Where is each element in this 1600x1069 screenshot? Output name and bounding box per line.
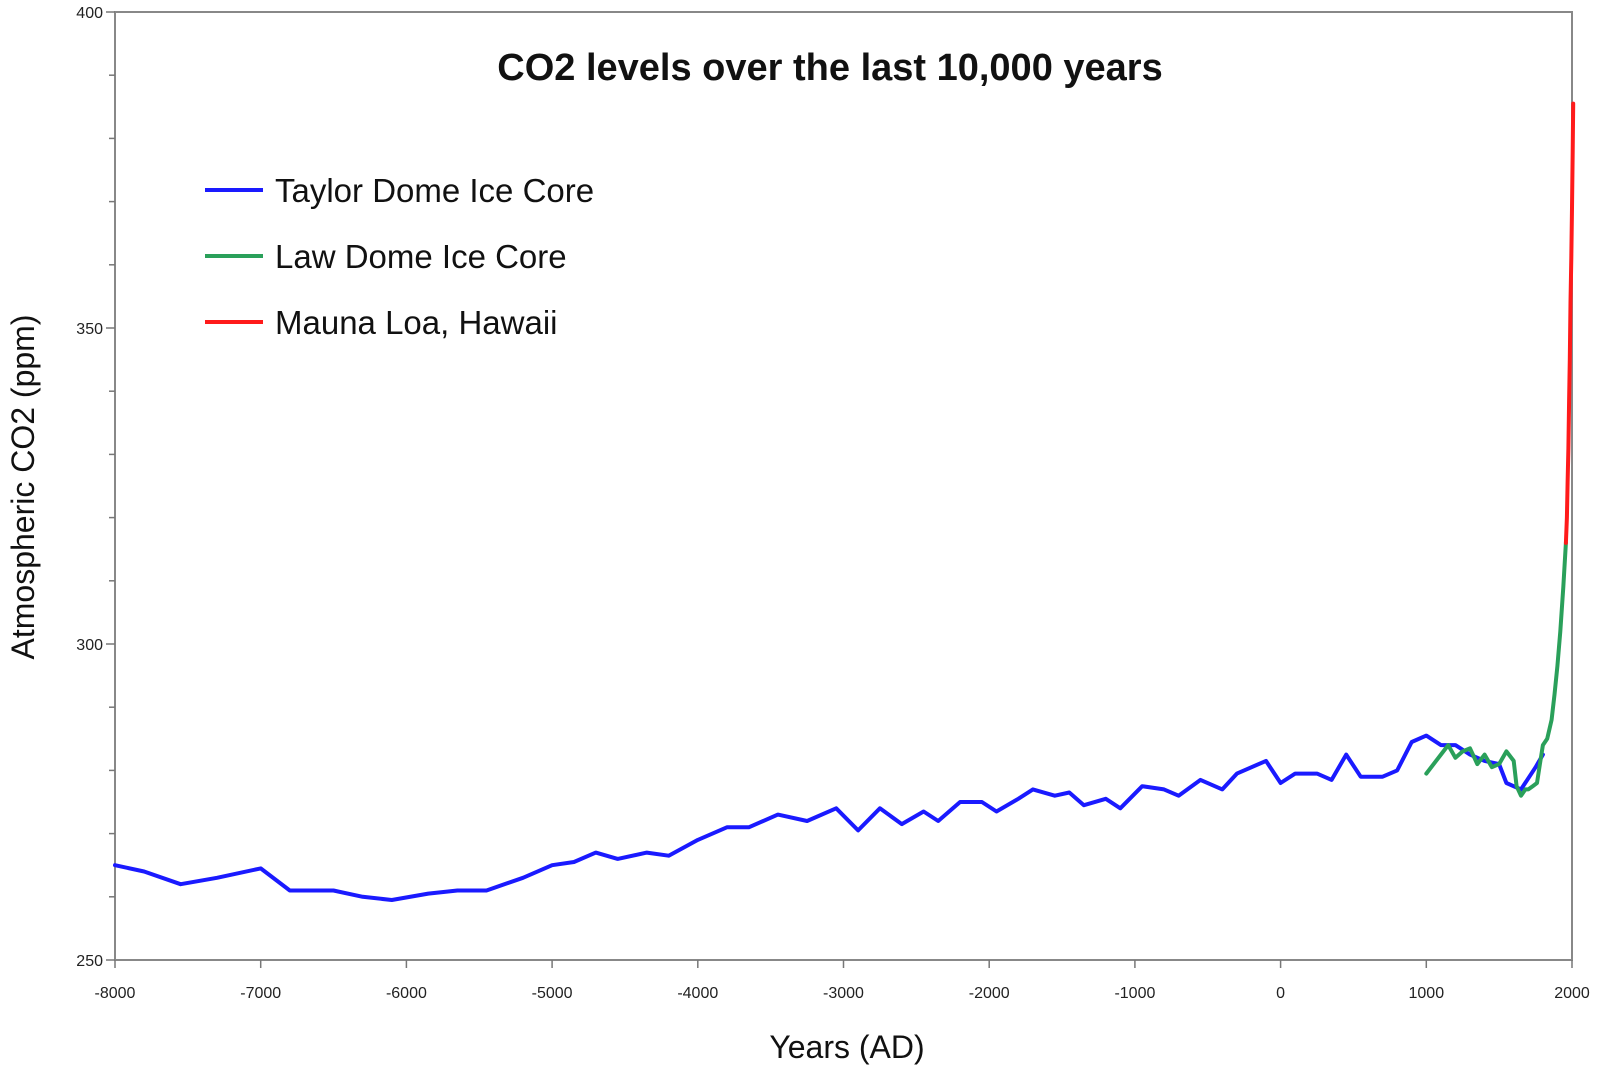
- legend: Taylor Dome Ice Core Law Dome Ice Core Mau…: [205, 172, 594, 341]
- x-tick-label: -3000: [823, 985, 864, 1002]
- x-tick-label: -4000: [677, 985, 718, 1002]
- x-tick-label: -2000: [969, 985, 1010, 1002]
- series-line-2: [1424, 540, 1568, 798]
- y-tick-label: 350: [76, 321, 103, 338]
- x-tick-label: -8000: [95, 985, 136, 1002]
- legend-label-1: Taylor Dome Ice Core: [275, 172, 594, 209]
- x-tick-label: -7000: [240, 985, 281, 1002]
- x-tick-label: 0: [1276, 985, 1285, 1002]
- x-tick-label: -6000: [386, 985, 427, 1002]
- legend-label-3: Mauna Loa, Hawaii: [275, 304, 558, 341]
- y-tick-label: 250: [76, 953, 103, 970]
- x-tick-label: 1000: [1409, 985, 1445, 1002]
- series-line-1: [113, 733, 1545, 902]
- legend-label-2: Law Dome Ice Core: [275, 238, 567, 275]
- y-tick-label: 300: [76, 637, 103, 654]
- series-lines: [113, 101, 1576, 902]
- series-line-3: [1563, 101, 1576, 545]
- chart-title: CO2 levels over the last 10,000 years: [497, 47, 1162, 89]
- x-tick-label: -1000: [1114, 985, 1155, 1002]
- y-tick-label: 400: [76, 5, 103, 22]
- x-axis-label: Years (AD): [769, 1029, 924, 1065]
- x-tick-label: -5000: [532, 985, 573, 1002]
- y-axis-label: Atmospheric CO2 (ppm): [5, 315, 41, 660]
- x-tick-label: 2000: [1554, 985, 1590, 1002]
- axes: 250 300 350 400 -8000 -7000 -6000 -5000 -4000 -30…: [76, 5, 1590, 1002]
